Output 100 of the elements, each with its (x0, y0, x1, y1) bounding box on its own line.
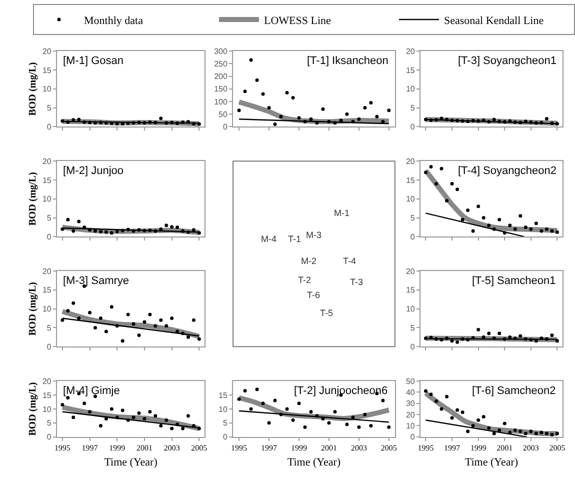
legend-label: Seasonal Kendall Line (444, 14, 544, 27)
y-tick-label: 20 (42, 376, 52, 386)
point (137, 411, 141, 415)
point (369, 101, 373, 105)
y-tick-label: 20 (42, 156, 52, 166)
point (476, 328, 480, 332)
y-tick-label: 15 (406, 66, 416, 75)
point (137, 334, 141, 338)
point (508, 224, 512, 228)
point (369, 424, 373, 428)
text: M-4 (261, 234, 276, 244)
point (164, 418, 168, 422)
point (513, 227, 517, 231)
y-tick-label: 0 (410, 342, 416, 352)
point (192, 424, 196, 428)
x-tick-label: 2001 (496, 444, 513, 453)
y-tick-label: 15 (406, 176, 416, 185)
point (291, 96, 295, 100)
y-tick-label: 5 (222, 418, 228, 428)
point (534, 339, 538, 343)
chart-title: [M-3] Samrye (63, 275, 130, 287)
y-tick-label: 10 (406, 422, 416, 431)
point (66, 218, 70, 222)
point (186, 335, 190, 339)
point (176, 422, 180, 426)
point (77, 316, 81, 320)
point (440, 338, 444, 342)
point (154, 414, 158, 418)
point (170, 316, 174, 320)
x-tick-label: 2003 (350, 444, 367, 453)
point (492, 227, 496, 231)
text: T-6 (307, 290, 320, 300)
y-tick-label: 20 (406, 266, 416, 276)
text: T-3 (350, 277, 364, 287)
point (60, 227, 64, 231)
point (482, 335, 486, 339)
point (110, 407, 114, 411)
point (381, 120, 385, 124)
point (88, 228, 92, 232)
x-tick-label: 2005 (549, 444, 566, 453)
point (110, 305, 114, 309)
y-tick-label: 5 (46, 418, 52, 428)
point (72, 301, 76, 305)
point (94, 326, 97, 330)
point (170, 225, 174, 229)
point (357, 425, 361, 429)
y-tick-label: 0 (410, 432, 416, 442)
point (387, 425, 391, 429)
x-tick-label: 1999 (109, 444, 126, 453)
y-tick-label: 0 (46, 122, 52, 132)
point (181, 426, 185, 430)
x-tick-label: 2003 (164, 444, 180, 453)
point (66, 308, 70, 312)
point (164, 324, 168, 328)
point (115, 230, 119, 234)
point (120, 228, 124, 232)
point (524, 337, 528, 341)
point (249, 58, 253, 62)
x-tick-label: 1995 (231, 444, 248, 453)
point (132, 229, 136, 233)
point (529, 227, 533, 231)
x-tick-label: 2003 (522, 444, 539, 453)
point (540, 430, 544, 434)
x-tick-label: 2001 (320, 444, 337, 453)
y-tick-label: 15 (218, 390, 228, 400)
y-tick-label: 5 (410, 324, 416, 333)
y-tick-label: 20 (406, 46, 416, 56)
legend-label: Monthly data (84, 14, 144, 27)
text: T-5 (320, 308, 334, 318)
point (440, 407, 444, 411)
point (142, 320, 146, 324)
point (345, 112, 349, 116)
y-tick-label: 250 (214, 60, 228, 69)
point (524, 432, 528, 436)
point (351, 120, 355, 124)
point (197, 337, 201, 341)
y-tick-label: 15 (42, 176, 52, 185)
point (456, 188, 460, 192)
y-tick-label: 10 (42, 194, 52, 204)
y-tick-label: 50 (406, 376, 416, 386)
text: T-2 (298, 275, 312, 285)
point (255, 78, 259, 82)
y-tick-label: 0 (46, 232, 52, 242)
point (321, 107, 325, 111)
text: M-1 (334, 208, 350, 218)
point (445, 394, 449, 398)
point (518, 430, 522, 434)
y-tick-label: 30 (406, 399, 416, 408)
point (285, 90, 289, 94)
y-tick-label: 0 (222, 122, 228, 132)
y-axis-title: BOD (mg/L) (27, 172, 38, 226)
point (429, 392, 433, 396)
point (82, 402, 86, 406)
point (327, 120, 331, 124)
point (555, 339, 559, 343)
x-axis-title: Time (Year) (287, 456, 341, 469)
point (159, 318, 163, 322)
point (487, 426, 491, 430)
point (142, 228, 146, 232)
chart-title: [T-4] Soyangcheon2 (458, 165, 556, 177)
